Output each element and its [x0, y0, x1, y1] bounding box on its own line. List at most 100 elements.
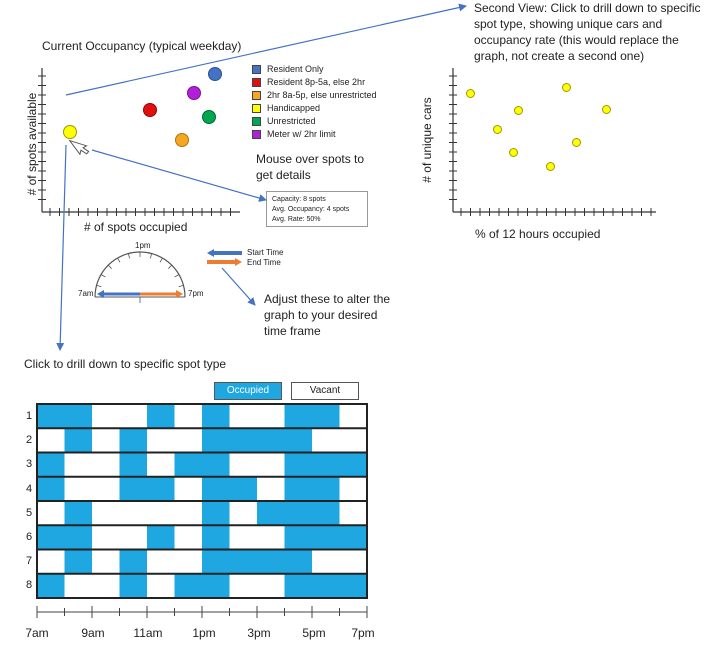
- grid-cell[interactable]: [174, 573, 203, 598]
- grid-cell[interactable]: [229, 573, 258, 598]
- second-point[interactable]: [602, 105, 611, 114]
- legend-resident-only[interactable]: Resident Only: [252, 63, 324, 75]
- grid-cell[interactable]: [284, 428, 313, 453]
- grid-cell[interactable]: [257, 501, 285, 526]
- legend-resident-8p-5a[interactable]: Resident 8p-5a, else 2hr: [252, 76, 365, 88]
- grid-cell[interactable]: [64, 428, 93, 453]
- dot-unrestricted[interactable]: [202, 110, 216, 124]
- grid-cell[interactable]: [257, 452, 285, 477]
- second-point[interactable]: [493, 125, 502, 134]
- grid-cell[interactable]: [119, 476, 148, 501]
- legend-unrestricted[interactable]: Unrestricted: [252, 115, 316, 127]
- grid-cell[interactable]: [119, 573, 148, 598]
- grid-cell[interactable]: [92, 428, 120, 453]
- dot-2hr-8a-5p[interactable]: [175, 133, 189, 147]
- grid-cell[interactable]: [37, 549, 65, 574]
- legend-2hr-8a-5p[interactable]: 2hr 8a-5p, else unrestricted: [252, 89, 377, 101]
- grid-cell[interactable]: [92, 525, 120, 550]
- grid-cell[interactable]: [37, 476, 65, 501]
- grid-cell[interactable]: [64, 573, 93, 598]
- grid-cell[interactable]: [147, 452, 175, 477]
- second-point[interactable]: [546, 162, 555, 171]
- grid-cell[interactable]: [174, 452, 203, 477]
- grid-cell[interactable]: [202, 501, 230, 526]
- grid-cell[interactable]: [202, 525, 230, 550]
- grid-cell[interactable]: [339, 525, 368, 550]
- grid-cell[interactable]: [119, 428, 148, 453]
- grid-cell[interactable]: [257, 573, 285, 598]
- grid-cell[interactable]: [37, 404, 65, 429]
- grid-cell[interactable]: [229, 501, 258, 526]
- grid-cell[interactable]: [174, 476, 203, 501]
- grid-cell[interactable]: [64, 476, 93, 501]
- dot-handicapped[interactable]: [63, 125, 77, 139]
- second-point[interactable]: [514, 106, 523, 115]
- grid-cell[interactable]: [92, 476, 120, 501]
- grid-cell[interactable]: [147, 573, 175, 598]
- grid-cell[interactable]: [64, 501, 93, 526]
- grid-cell[interactable]: [202, 452, 230, 477]
- grid-cell[interactable]: [92, 549, 120, 574]
- grid-cell[interactable]: [339, 573, 368, 598]
- second-point[interactable]: [509, 148, 518, 157]
- grid-cell[interactable]: [257, 428, 285, 453]
- grid-cell[interactable]: [119, 549, 148, 574]
- grid-cell[interactable]: [312, 549, 340, 574]
- second-point[interactable]: [572, 138, 581, 147]
- grid-cell[interactable]: [257, 476, 285, 501]
- legend-handicapped[interactable]: Handicapped: [252, 102, 320, 114]
- grid-cell[interactable]: [37, 452, 65, 477]
- grid-cell[interactable]: [92, 501, 120, 526]
- grid-cell[interactable]: [37, 525, 65, 550]
- grid-cell[interactable]: [37, 573, 65, 598]
- grid-cell[interactable]: [284, 573, 313, 598]
- grid-cell[interactable]: [174, 549, 203, 574]
- second-point[interactable]: [562, 83, 571, 92]
- grid-cell[interactable]: [92, 573, 120, 598]
- grid-cell[interactable]: [147, 501, 175, 526]
- grid-cell[interactable]: [119, 501, 148, 526]
- grid-cell[interactable]: [119, 525, 148, 550]
- grid-cell[interactable]: [339, 501, 368, 526]
- grid-cell[interactable]: [37, 501, 65, 526]
- grid-cell[interactable]: [339, 476, 368, 501]
- grid-cell[interactable]: [37, 428, 65, 453]
- grid-cell[interactable]: [339, 428, 368, 453]
- grid-cell[interactable]: [174, 404, 203, 429]
- grid-cell[interactable]: [92, 452, 120, 477]
- grid-cell[interactable]: [229, 452, 258, 477]
- grid-cell[interactable]: [229, 549, 258, 574]
- grid-cell[interactable]: [64, 525, 93, 550]
- grid-cell[interactable]: [202, 549, 230, 574]
- grid-cell[interactable]: [312, 428, 340, 453]
- grid-cell[interactable]: [64, 549, 93, 574]
- grid-cell[interactable]: [257, 525, 285, 550]
- grid-cell[interactable]: [64, 404, 93, 429]
- grid-cell[interactable]: [284, 549, 313, 574]
- grid-cell[interactable]: [147, 525, 175, 550]
- grid-cell[interactable]: [312, 501, 340, 526]
- grid-cell[interactable]: [312, 476, 340, 501]
- occupied-button[interactable]: Occupied: [214, 382, 282, 400]
- grid-cell[interactable]: [312, 525, 340, 550]
- grid-cell[interactable]: [147, 428, 175, 453]
- grid-cell[interactable]: [257, 549, 285, 574]
- grid-cell[interactable]: [174, 501, 203, 526]
- grid-cell[interactable]: [202, 476, 230, 501]
- grid-cell[interactable]: [312, 404, 340, 429]
- second-point[interactable]: [466, 89, 475, 98]
- grid-cell[interactable]: [284, 501, 313, 526]
- grid-cell[interactable]: [284, 404, 313, 429]
- grid-cell[interactable]: [229, 428, 258, 453]
- grid-cell[interactable]: [257, 404, 285, 429]
- grid-cell[interactable]: [284, 525, 313, 550]
- grid-cell[interactable]: [339, 452, 368, 477]
- grid-cell[interactable]: [229, 525, 258, 550]
- grid-cell[interactable]: [147, 549, 175, 574]
- dot-resident-8p-5a[interactable]: [143, 103, 157, 117]
- dot-resident-only[interactable]: [208, 67, 222, 81]
- grid-cell[interactable]: [174, 428, 203, 453]
- grid-cell[interactable]: [229, 476, 258, 501]
- grid-cell[interactable]: [312, 573, 340, 598]
